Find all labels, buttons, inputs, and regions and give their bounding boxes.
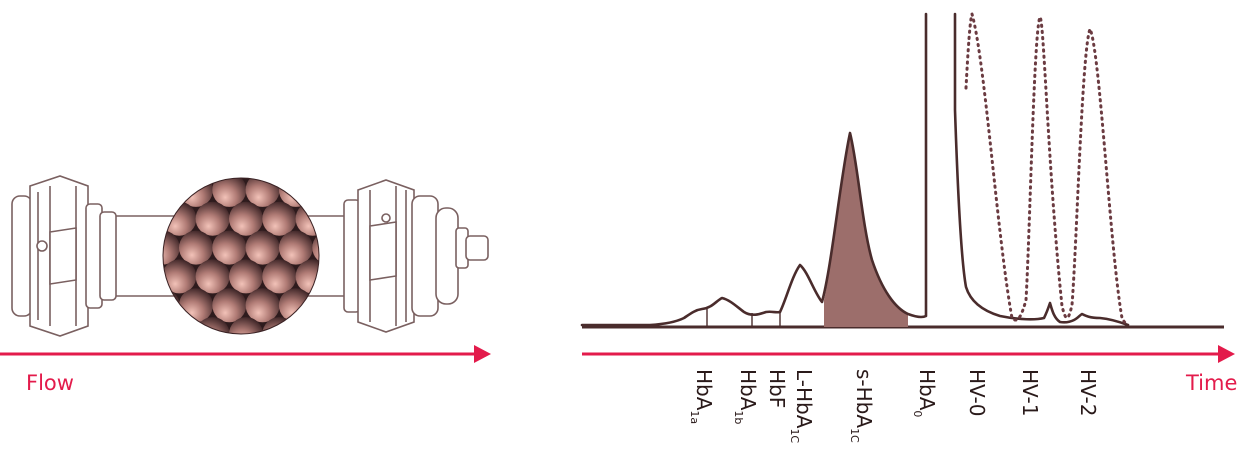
packing-bead <box>212 178 247 207</box>
peak-label-hba1b: HbA1b <box>732 369 760 424</box>
hv-dotted-trace <box>964 8 1130 327</box>
packing-bead <box>163 178 180 207</box>
peak-label-s-hba1c: s-HbA1C <box>848 369 876 443</box>
packing-bead <box>245 178 280 207</box>
peak-label-hv-0: HV-0 <box>965 369 989 417</box>
packing-bead <box>179 178 213 207</box>
packing-bead <box>179 288 213 323</box>
packing-bead <box>163 259 197 294</box>
packing-bead <box>262 201 297 236</box>
packing-bead <box>129 144 163 178</box>
packing-bead <box>245 230 280 265</box>
packing-bead <box>312 178 319 207</box>
packing-bead <box>129 317 163 351</box>
peak-label-hba1a: HbA1a <box>688 369 716 424</box>
left-end-fitting <box>11 175 117 337</box>
packing-bead <box>195 259 230 294</box>
packing-bead <box>296 144 330 178</box>
s-hba1c-peak-area <box>824 133 908 327</box>
packing-bead <box>229 144 263 178</box>
packing-bead <box>262 317 297 334</box>
peak-label-l-hba1c: L-HbA1C <box>788 369 816 443</box>
peak-label-hv-1: HV-1 <box>1018 369 1042 417</box>
packing-bead <box>179 230 213 265</box>
packing-bead <box>196 144 230 178</box>
packing-bead <box>278 230 313 265</box>
peak-labels: HbA1a HbA1b HbF L-HbA1C s-HbA1C HbA0 HV-… <box>688 369 1100 443</box>
packing-bead <box>278 178 313 207</box>
peak-label-hbf: HbF <box>765 369 789 408</box>
packing-bead <box>262 259 297 294</box>
packing-bead <box>162 144 196 178</box>
peak-label-hv-2: HV-2 <box>1076 369 1100 417</box>
packing-bead <box>229 201 263 236</box>
right-end-fitting <box>343 179 489 333</box>
flow-label: Flow <box>26 371 74 395</box>
time-arrow <box>582 345 1235 363</box>
packing-bead <box>163 317 197 334</box>
packing-bead <box>295 317 319 334</box>
packing-bead <box>262 144 296 178</box>
flow-arrow <box>0 345 491 363</box>
packing-bead <box>212 288 247 323</box>
packing-bead <box>245 288 280 323</box>
peak-separators <box>706 309 781 327</box>
packing-bead <box>212 230 247 265</box>
peak-label-hba0: HbA0 <box>911 369 939 417</box>
packing-bead <box>229 259 263 294</box>
packing-bead <box>195 201 230 236</box>
packing-bead <box>295 259 319 294</box>
chromatogram-trace <box>580 12 1130 327</box>
time-label: Time <box>1185 371 1237 395</box>
packing-bead <box>163 230 180 265</box>
packing-bead <box>278 288 313 323</box>
chromatogram: Time HbA1a HbA1b HbF L-HbA1C s-HbA1C HbA… <box>580 8 1237 443</box>
packing-bead <box>229 317 263 334</box>
